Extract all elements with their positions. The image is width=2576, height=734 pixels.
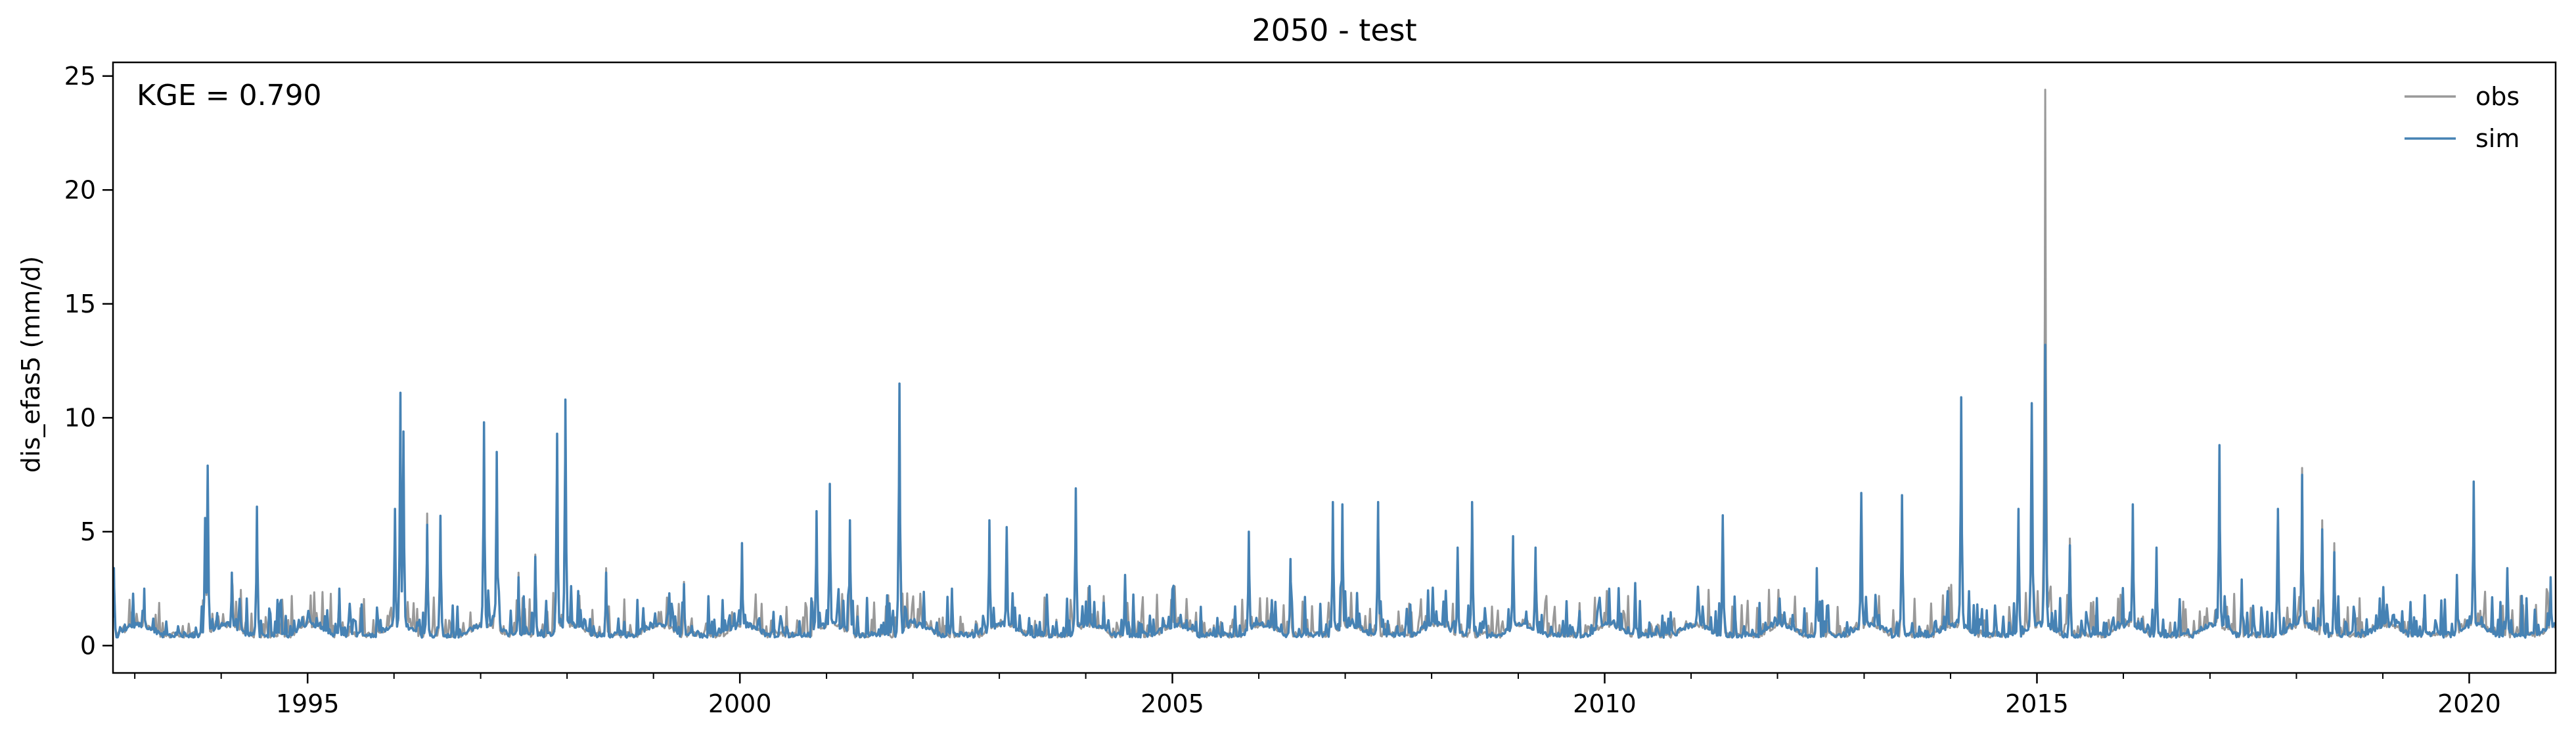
legend: obs sim [2405, 82, 2520, 153]
x-tick-label: 2000 [708, 689, 772, 718]
y-tick-label: 10 [64, 403, 96, 432]
x-tick-label: 2015 [2005, 689, 2069, 718]
x-tick-label: 2005 [1141, 689, 1204, 718]
y-axis-ticks: 0 5 10 15 20 25 [64, 62, 113, 660]
y-tick-label: 0 [80, 631, 96, 660]
chart-title: 2050 - test [1252, 12, 1416, 48]
plot-frame [112, 61, 2557, 674]
legend-label-obs: obs [2475, 82, 2520, 111]
y-tick-label: 15 [64, 290, 96, 318]
legend-label-sim: sim [2475, 124, 2520, 153]
x-axis-ticks: 1995 2000 2005 2010 2015 2020 [134, 673, 2501, 718]
y-tick-label: 20 [64, 175, 96, 204]
x-tick-label: 2020 [2437, 689, 2501, 718]
y-axis-label: dis_efas5 (mm/d) [16, 256, 45, 473]
x-tick-label: 2010 [1573, 689, 1637, 718]
series-group [113, 89, 2556, 639]
series-line-sim [113, 343, 2556, 639]
y-tick-label: 25 [64, 62, 96, 91]
y-tick-label: 5 [80, 517, 96, 546]
kge-annotation: KGE = 0.790 [137, 79, 322, 112]
x-tick-label: 1995 [276, 689, 340, 718]
